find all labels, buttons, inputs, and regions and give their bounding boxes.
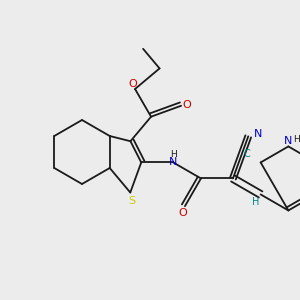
Text: H: H xyxy=(252,197,259,207)
Text: S: S xyxy=(129,196,136,206)
Text: H: H xyxy=(170,150,177,159)
Text: N: N xyxy=(284,136,292,146)
Text: O: O xyxy=(129,79,137,89)
Text: N: N xyxy=(169,158,177,167)
Text: C: C xyxy=(243,149,250,159)
Text: H: H xyxy=(293,135,300,144)
Text: N: N xyxy=(254,129,262,139)
Text: O: O xyxy=(178,208,187,218)
Text: O: O xyxy=(183,100,191,110)
